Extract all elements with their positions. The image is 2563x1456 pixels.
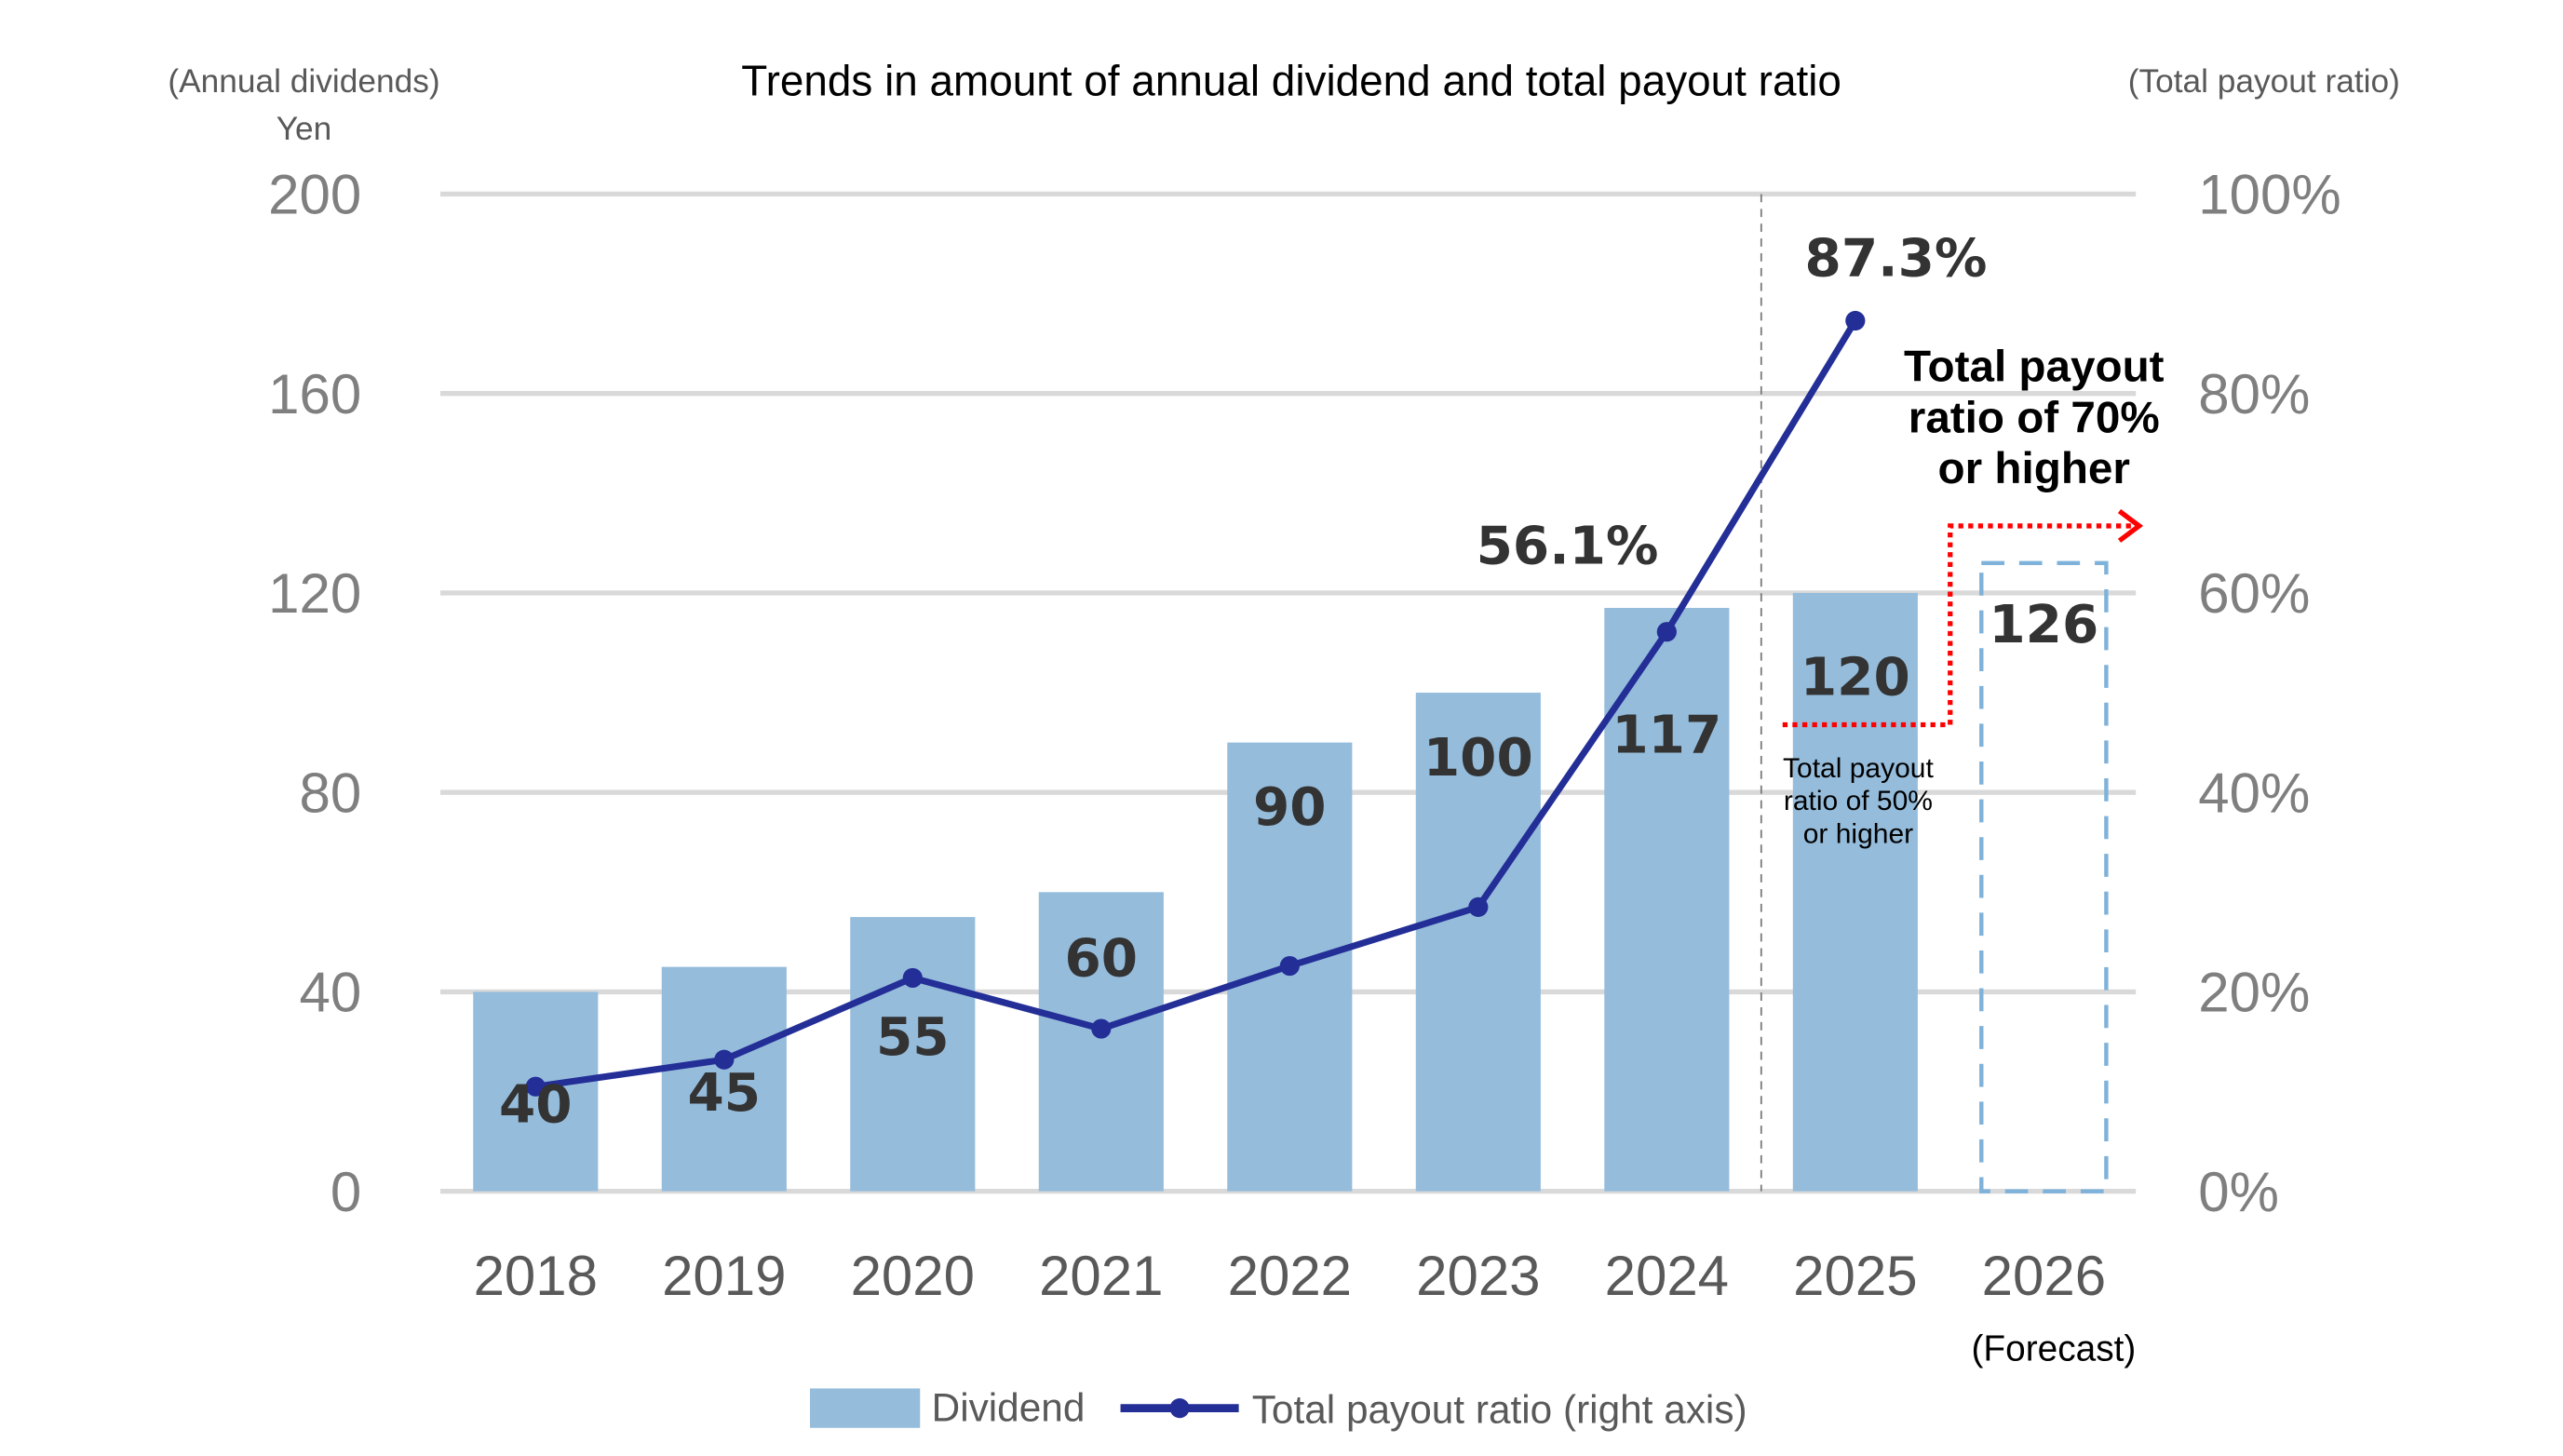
svg-text:Total payout: Total payout (1904, 343, 2165, 392)
category-label: 2021 (1039, 1245, 1163, 1307)
bar-value-label: 45 (688, 1063, 762, 1124)
policy-50-annotation: Total payout ratio of 50% or higher (1783, 753, 1934, 850)
policy-change-arrow (1782, 508, 2144, 728)
bar-value-label: 60 (1065, 928, 1139, 989)
chart-title: Trends in amount of annual dividend and … (741, 57, 1841, 105)
right-tick-label: 100% (2198, 164, 2340, 226)
legend-swatch-dividend (810, 1388, 921, 1428)
right-tick-label: 80% (2198, 363, 2310, 425)
left-tick-label: 200 (268, 164, 361, 226)
category-label: 2025 (1793, 1245, 1917, 1307)
payout-ratio-point (1656, 622, 1677, 642)
right-tick-label: 60% (2198, 562, 2310, 625)
bar-value-label: 40 (499, 1075, 573, 1136)
bar-value-label: 120 (1801, 648, 1910, 708)
category-label: 2022 (1228, 1245, 1352, 1307)
svg-text:or higher: or higher (1938, 444, 2130, 493)
payout-ratio-label: 87.3% (1805, 229, 1988, 290)
legend-label-dividend: Dividend (932, 1386, 1086, 1430)
payout-ratio-line (534, 318, 1858, 1090)
payout-ratio-point (714, 1049, 735, 1070)
right-tick-label: 0% (2198, 1161, 2279, 1223)
bar-dividend (1415, 693, 1541, 1192)
left-tick-label: 160 (268, 363, 361, 425)
left-tick-label: 80 (299, 762, 361, 824)
right-tick-label: 20% (2198, 962, 2310, 1024)
bar-dividend (1792, 592, 1918, 1192)
bar-value-label: 90 (1253, 777, 1327, 838)
category-label: 2023 (1416, 1245, 1540, 1307)
policy-70-annotation: Total payout ratio of 70% or higher (1904, 343, 2165, 493)
category-label: 2026 (1982, 1245, 2106, 1307)
bar-value-label: 117 (1612, 705, 1721, 765)
bar-value-label: 55 (876, 1007, 950, 1068)
forecast-note: (Forecast) (1972, 1328, 2137, 1368)
left-tick-label: 0 (330, 1161, 361, 1223)
payout-ratio-point (1279, 955, 1300, 977)
payout-ratio-point (525, 1076, 546, 1097)
payout-ratio-point (1091, 1018, 1112, 1039)
bar-dividend (1038, 892, 1164, 1192)
right-axis-title: (Total payout ratio) (2128, 63, 2400, 100)
legend-label-payout: Total payout ratio (right axis) (1252, 1387, 1747, 1431)
svg-text:or higher: or higher (1803, 819, 1913, 850)
bar-value-label: 100 (1423, 728, 1533, 789)
payout-ratio-label: 56.1% (1477, 517, 1659, 577)
left-tick-label: 120 (268, 562, 361, 625)
right-tick-label: 40% (2198, 762, 2310, 824)
bar-dividend (850, 917, 976, 1192)
payout-ratio-point (902, 967, 923, 989)
bar-value-label: 126 (1989, 595, 2098, 655)
bar-forecast (1979, 560, 2109, 1193)
bar-dividend (661, 966, 787, 1192)
legend: Dividend Total payout ratio (right axis) (810, 1386, 1747, 1431)
category-label: 2020 (851, 1245, 975, 1307)
payout-ratio-point (1845, 310, 1866, 331)
svg-text:ratio of 70%: ratio of 70% (1909, 393, 2160, 442)
category-label: 2024 (1605, 1245, 1729, 1307)
category-label: 2019 (662, 1245, 786, 1307)
left-axis-unit: Yen (277, 111, 332, 147)
category-label: 2018 (474, 1245, 598, 1307)
payout-ratio-point (1468, 897, 1489, 917)
left-axis-title: (Annual dividends) (168, 63, 439, 100)
legend-marker-payout (1169, 1398, 1190, 1419)
left-tick-label: 40 (299, 962, 361, 1024)
svg-text:ratio of 50%: ratio of 50% (1784, 786, 1933, 816)
svg-text:Total payout: Total payout (1783, 753, 1934, 784)
bar-dividend (1604, 608, 1730, 1192)
